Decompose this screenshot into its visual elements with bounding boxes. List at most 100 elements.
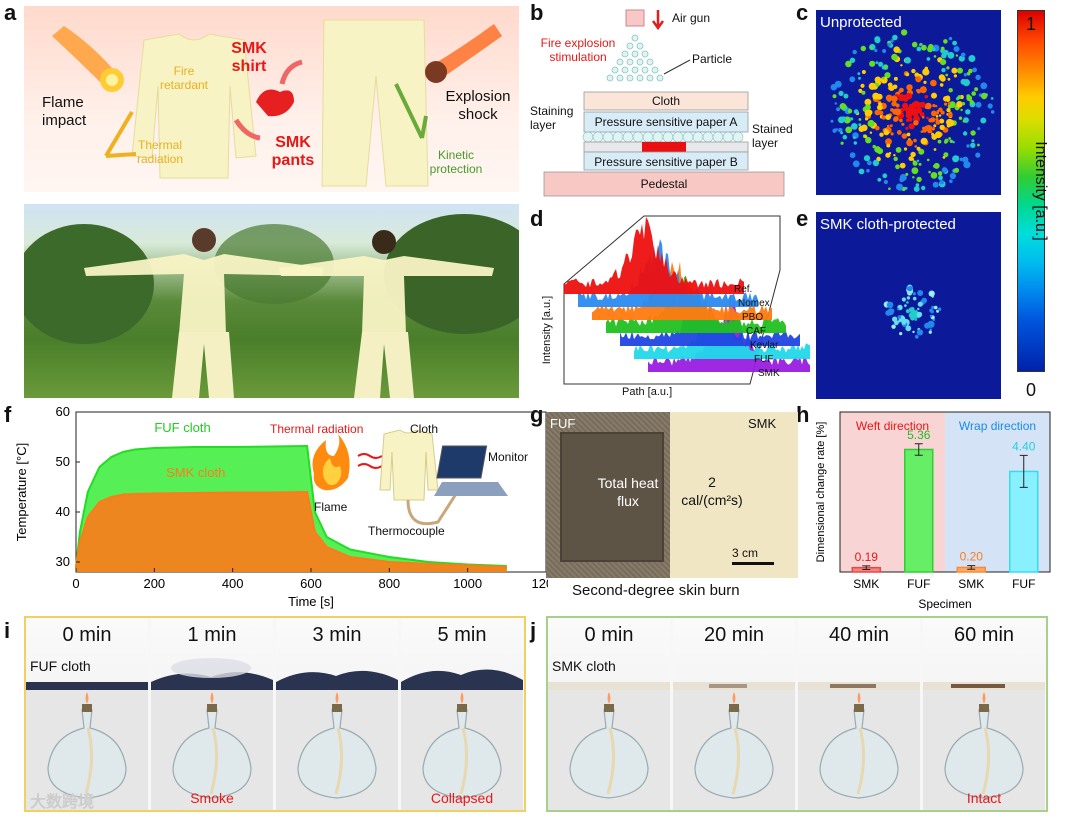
heatmap-dot bbox=[910, 307, 915, 312]
panel-label-g: g bbox=[530, 402, 544, 427]
total-heat-flux-label: Total heat flux bbox=[597, 475, 659, 509]
x-tick-label: 0 bbox=[72, 576, 79, 591]
heatmap-dot bbox=[886, 301, 894, 309]
muscle-icon bbox=[256, 89, 294, 117]
heatmap-dot bbox=[865, 137, 872, 144]
heatmap-dot bbox=[937, 139, 942, 144]
category-label: FUF bbox=[907, 577, 930, 591]
heatmap-dot bbox=[887, 124, 890, 128]
y-tick-label: 30 bbox=[56, 554, 70, 569]
bar-value-label: 0.19 bbox=[855, 550, 879, 564]
panel-i-time-0: 0 min bbox=[62, 624, 112, 646]
heatmap-dot bbox=[908, 312, 916, 319]
heatmap-dot bbox=[911, 41, 918, 48]
heatmap-dot bbox=[912, 292, 916, 296]
panel-i-note-1: Smoke bbox=[190, 790, 234, 806]
heatmap-dot bbox=[933, 124, 937, 128]
heatmap-dot bbox=[852, 160, 860, 168]
heatmap-dot bbox=[918, 162, 922, 166]
heatmap-dot bbox=[874, 146, 881, 153]
heatmap-dot bbox=[891, 101, 897, 107]
heatmap-dot bbox=[987, 103, 993, 109]
heatmap-dot bbox=[990, 110, 995, 114]
heatmap-dot bbox=[922, 68, 930, 76]
heatmap-dot bbox=[944, 102, 948, 106]
alcohol-lamp-icon bbox=[297, 709, 377, 799]
heatmap-dot bbox=[939, 180, 944, 185]
heatmap-dot bbox=[858, 123, 862, 127]
colorbar bbox=[1017, 10, 1045, 372]
panel-h-chart: Weft direction Wrap direction 0.19 SMK 5.36 F… bbox=[812, 406, 1074, 614]
heatmap-dot bbox=[898, 319, 901, 323]
paper-b-layer bbox=[583, 151, 749, 171]
heatmap-dot bbox=[914, 318, 917, 321]
cable-icon bbox=[406, 493, 458, 526]
heatmap-dot bbox=[917, 301, 923, 307]
heatmap-dot bbox=[961, 102, 966, 106]
heatmap-dot bbox=[924, 95, 928, 99]
error-bar bbox=[914, 443, 923, 456]
heatmap-dot bbox=[931, 110, 937, 117]
heatmap-dot bbox=[913, 186, 920, 192]
heatmap-dot bbox=[901, 122, 905, 126]
heatmap-dot bbox=[937, 171, 943, 176]
heatmap-dot bbox=[868, 82, 876, 90]
panel-i-note-3: Collapsed bbox=[430, 790, 494, 806]
heatmap-dot bbox=[945, 95, 951, 101]
heatmap-dot bbox=[900, 29, 908, 36]
heatmap-dot bbox=[863, 155, 871, 162]
alcohol-lamp-icon bbox=[47, 709, 127, 799]
heatmap-dot bbox=[861, 90, 866, 95]
heatmap-dot bbox=[883, 179, 888, 185]
heatmap-dot bbox=[849, 57, 856, 63]
thermocouple-label: Thermocouple bbox=[368, 524, 445, 538]
panel-d-xlabel: Path [a.u.] bbox=[622, 386, 673, 398]
heatmap-dot bbox=[935, 115, 939, 118]
heat-flux-value: 2 bbox=[708, 474, 716, 490]
heatmap-dot bbox=[938, 175, 943, 181]
cycle-arrow-icon-2 bbox=[233, 118, 261, 141]
panel-label-d: d bbox=[530, 206, 544, 231]
heatmap-dot bbox=[872, 92, 880, 100]
heatmap-dot bbox=[926, 158, 930, 162]
heatmap-dot bbox=[921, 185, 926, 191]
panel-j-note-3: Intact bbox=[966, 790, 1002, 806]
heatmap-dot bbox=[957, 67, 963, 74]
heatmap-dot bbox=[933, 55, 937, 58]
colorbar-min: 0 bbox=[1026, 380, 1037, 400]
heatmap-dot bbox=[916, 159, 920, 162]
heatmap-dot bbox=[928, 330, 932, 334]
heatmap-dot bbox=[897, 315, 902, 319]
heatmap-dot bbox=[887, 42, 892, 47]
heatmap-dot bbox=[906, 132, 911, 137]
cycle-arrow-icon bbox=[279, 59, 303, 85]
heatmap-dot bbox=[830, 119, 834, 123]
error-bar bbox=[1019, 454, 1028, 488]
heatmap-dot bbox=[869, 60, 876, 67]
fire-retardant-label: Fire retardant bbox=[159, 64, 209, 92]
heatmap-dot bbox=[899, 187, 903, 191]
heatmap-dot bbox=[969, 100, 974, 105]
heatmap-dot bbox=[916, 46, 922, 52]
panel-e-heatmap: SMK cloth-protected bbox=[816, 212, 1001, 399]
heatmap-dot bbox=[965, 109, 971, 115]
heatmap-dot bbox=[942, 156, 946, 159]
heatmap-dot bbox=[921, 44, 927, 51]
y-axis-label: Dimensional change rate [%] bbox=[815, 422, 827, 563]
heatmap-dot bbox=[935, 120, 941, 125]
panel-i-frame: 0 min 1 min Smoke bbox=[24, 616, 526, 812]
panel-j-time-0: 0 min bbox=[584, 624, 634, 646]
x-tick-label: 1200 bbox=[532, 576, 548, 591]
heatmap-dot bbox=[946, 118, 953, 126]
panel-i-frame-0 bbox=[26, 618, 148, 810]
heatmap-dot bbox=[895, 164, 900, 170]
heatmap-dot bbox=[842, 134, 848, 140]
heatmap-dot bbox=[963, 73, 968, 77]
heatmap-dot bbox=[943, 39, 948, 44]
laptop-base-icon bbox=[434, 482, 508, 496]
heatmap-dot bbox=[835, 128, 838, 131]
heatmap-dot bbox=[853, 136, 856, 139]
heatmap-dot bbox=[949, 179, 953, 183]
heatmap-dot bbox=[935, 117, 939, 121]
heatmap-dot bbox=[975, 152, 981, 158]
